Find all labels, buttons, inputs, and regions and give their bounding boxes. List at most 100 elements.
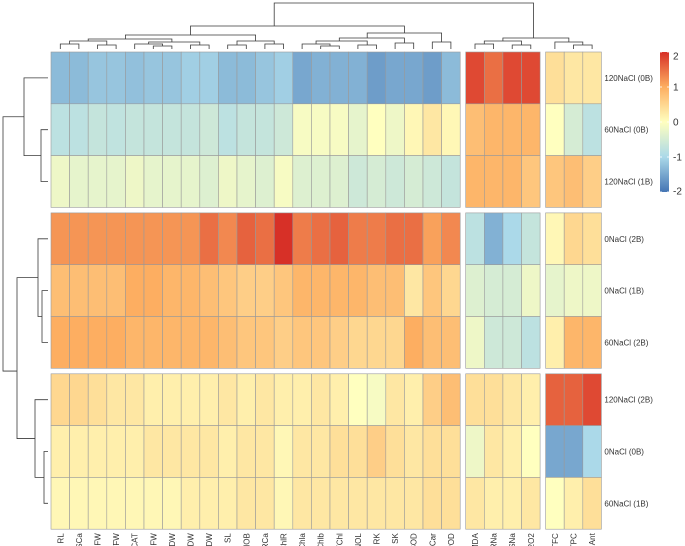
heatmap-cell	[563, 212, 584, 265]
dendrogram-branch	[97, 44, 117, 49]
heatmap-cell	[483, 155, 504, 208]
dendrogram-branch	[190, 25, 405, 35]
heatmap-cell	[255, 155, 275, 208]
heatmap-cell	[441, 212, 461, 265]
column-label: TChl	[335, 533, 344, 546]
heatmap-cell	[50, 373, 70, 426]
column-label: SNa	[508, 533, 517, 546]
heatmap-cell	[87, 212, 108, 265]
column-label: Ant	[588, 532, 597, 545]
heatmap-cell	[106, 103, 126, 156]
heatmap-cell	[87, 316, 108, 369]
heatmap-cell	[563, 373, 584, 426]
heatmap-cell	[366, 51, 387, 105]
heatmap-cell	[348, 316, 368, 369]
heatmap-cell	[441, 316, 461, 369]
heatmap-cell	[385, 425, 405, 478]
legend-colorbar	[660, 52, 669, 192]
row-label: 120NaCl (1B)	[604, 178, 653, 187]
heatmap-cell	[329, 477, 349, 530]
dendrogram-branch	[16, 277, 38, 439]
heatmap-cell	[125, 425, 145, 478]
heatmap-cell	[582, 155, 602, 208]
heatmap-cell	[545, 51, 565, 105]
heatmap-cell	[545, 212, 565, 265]
legend-tick-label: -2	[673, 187, 682, 198]
heatmap-cell	[292, 103, 312, 156]
heatmap-cell	[465, 373, 485, 426]
heatmap-cell	[292, 264, 312, 317]
heatmap-cell	[162, 425, 182, 478]
row-label: 60NaCl (0B)	[604, 126, 648, 135]
heatmap-cell	[348, 212, 368, 265]
heatmap-cell	[545, 316, 565, 369]
heatmap-cell	[311, 212, 331, 265]
heatmap-cell	[465, 425, 485, 478]
heatmap-cell	[143, 373, 163, 426]
heatmap-cell	[422, 264, 442, 317]
heatmap-cell	[180, 477, 201, 530]
heatmap-cell	[106, 373, 126, 426]
heatmap-cell	[441, 51, 461, 105]
dendrogram-branch	[554, 41, 584, 49]
heatmap-cell	[404, 316, 424, 369]
heatmap-cell	[545, 477, 565, 530]
dendrogram-branch	[394, 42, 415, 49]
column-label: SOD	[410, 533, 419, 546]
heatmap-cell	[255, 51, 275, 105]
column-label: TPC	[570, 533, 579, 546]
heatmap-cell	[502, 103, 522, 156]
heatmap-cell	[582, 212, 602, 265]
heatmap-cell	[404, 373, 424, 426]
dendrogram-branch	[59, 43, 80, 49]
heatmap-cell	[582, 477, 602, 530]
heatmap-cell	[50, 212, 70, 265]
heatmap-cell	[273, 103, 294, 156]
heatmap-cell	[311, 51, 331, 105]
heatmap-cell	[385, 51, 405, 105]
heatmap-cell	[106, 212, 126, 265]
heatmap-cell	[69, 264, 89, 317]
heatmap-cell	[125, 212, 145, 265]
heatmap-cell	[366, 103, 387, 156]
heatmap-cell	[563, 155, 584, 208]
heatmap-cell	[329, 316, 349, 369]
heatmap-cell	[404, 212, 424, 265]
row-label: 60NaCl (2B)	[604, 338, 648, 347]
heatmap-cell	[483, 103, 504, 156]
heatmap-cell	[329, 212, 349, 265]
column-label: NOL	[354, 533, 363, 546]
heatmap-cell	[292, 425, 312, 478]
heatmap-cell	[441, 425, 461, 478]
heatmap-cell	[199, 103, 219, 156]
dendrogram-branch	[227, 44, 247, 49]
dendrogram-branch	[40, 129, 48, 182]
heatmap-cell	[502, 316, 522, 369]
heatmap-cell	[273, 373, 294, 426]
heatmap-cell	[502, 212, 522, 265]
dendrogram-branch	[573, 44, 593, 49]
heatmap-cell	[69, 425, 89, 478]
heatmap-cell	[255, 373, 275, 426]
heatmap-cell	[87, 477, 108, 530]
heatmap-cell	[441, 264, 461, 317]
heatmap-cell	[236, 212, 256, 265]
heatmap-cell	[563, 51, 584, 105]
heatmap-cell	[483, 264, 504, 317]
heatmap-cell	[483, 373, 504, 426]
heatmap-cell	[162, 316, 182, 369]
heatmap-cell	[422, 316, 442, 369]
column-label: Chlb	[317, 533, 326, 546]
heatmap-cell	[143, 51, 163, 105]
heatmap-cell	[180, 103, 201, 156]
heatmap-cell	[236, 316, 256, 369]
heatmap-cell	[180, 373, 201, 426]
heatmap-cell	[422, 425, 442, 478]
heatmap-cell	[521, 155, 541, 208]
heatmap-cell	[348, 51, 368, 105]
heatmap-cell	[50, 425, 70, 478]
legend-tick-label: -1	[673, 153, 682, 164]
heatmap-cell	[563, 425, 584, 478]
heatmap-cell	[255, 477, 275, 530]
heatmap-cell	[125, 477, 145, 530]
